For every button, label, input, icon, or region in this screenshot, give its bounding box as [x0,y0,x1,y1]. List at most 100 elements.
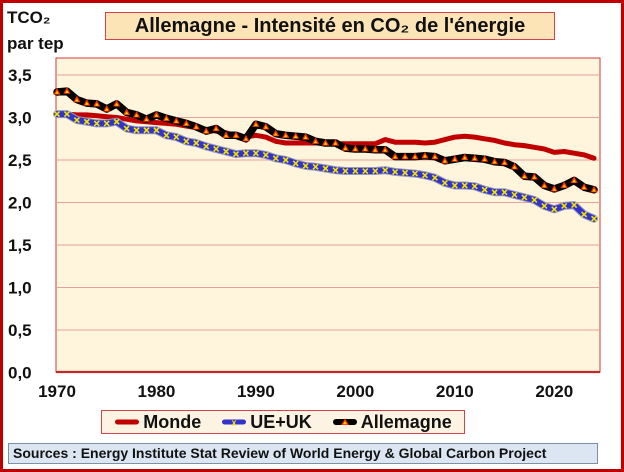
marker-stroke [183,138,190,145]
data-point-ue-uk [561,202,568,209]
marker-stroke [421,172,429,179]
marker-stroke [163,132,170,139]
marker-stroke [312,163,319,170]
marker-stroke [521,194,528,201]
x-tick-label: 1970 [38,382,76,401]
data-point-ue-uk [332,167,339,174]
marker-triangle-inner [443,159,447,163]
marker-triangle-inner [582,186,586,189]
plot-area [55,57,601,373]
data-point-ue-uk [372,167,379,175]
marker-triangle-inner [254,123,258,127]
data-point-ue-uk [143,127,150,134]
marker-stroke [203,143,210,150]
marker-triangle-inner [592,188,596,192]
data-point-allemagne [113,99,121,107]
data-point-allemagne [202,127,210,134]
marker-stroke [232,150,240,158]
marker-triangle-inner [333,141,338,145]
data-point-allemagne [212,124,220,132]
marker-stroke [213,145,220,153]
y-tick-label: 3,0 [8,109,32,128]
data-point-allemagne [361,144,369,152]
marker-stroke [382,167,389,174]
data-point-ue-uk [322,165,329,172]
marker-triangle-inner [65,89,69,93]
marker-stroke [362,167,369,175]
data-point-allemagne [282,131,290,138]
data-point-allemagne [93,99,101,107]
sources-note: Sources : Energy Institute Stat Review o… [8,443,598,464]
data-point-ue-uk [491,189,498,196]
marker-stroke [541,202,548,209]
data-point-allemagne [272,129,280,137]
marker-triangle-inner [114,102,119,106]
marker-triangle-inner [85,101,89,105]
data-point-allemagne [550,184,558,192]
y-tick-label: 2,5 [8,151,32,170]
data-point-ue-uk [392,168,399,175]
data-point-allemagne [580,183,588,190]
marker-stroke [143,127,150,134]
data-point-allemagne [500,158,509,166]
marker-stroke [262,151,269,158]
data-point-allemagne [103,105,111,112]
data-point-allemagne [481,155,489,162]
data-point-ue-uk [581,211,588,218]
data-point-allemagne [570,176,578,183]
marker-triangle-inner [55,90,59,94]
data-point-ue-uk [382,167,389,174]
data-point-allemagne [232,131,240,138]
marker-stroke [501,189,508,196]
data-point-allemagne [73,95,81,103]
marker-stroke [93,120,100,127]
data-point-ue-uk [461,182,468,189]
marker-triangle-inner [552,187,557,191]
marker-triangle-inner [244,137,248,141]
data-point-allemagne [142,115,151,122]
data-point-ue-uk [163,132,170,139]
y-tick-label: 3,5 [8,66,32,85]
legend-item-allemagne: Allemagne [332,412,452,433]
x-tick-label: 2020 [535,382,573,401]
marker-stroke [242,150,250,157]
legend-swatch-ue-uk: x [222,418,247,427]
marker-stroke [471,183,478,190]
marker-stroke [83,118,90,125]
marker-triangle-inner [343,146,348,150]
marker-triangle-inner [323,141,328,145]
marker-stroke [451,182,458,189]
marker-stroke [272,155,279,162]
legend-label-ue-uk: UE+UK [250,411,312,432]
data-point-ue-uk [242,150,250,157]
data-point-ue-uk [342,167,349,175]
data-point-ue-uk [262,151,269,158]
data-point-allemagne [441,156,449,164]
marker-stroke [123,125,130,132]
data-point-allemagne [371,145,379,153]
data-point-allemagne [401,152,409,160]
marker-stroke [292,160,299,167]
marker-triangle-inner [433,155,437,159]
data-point-ue-uk [471,183,478,190]
data-point-allemagne [311,137,320,144]
series-allemagne [53,87,598,194]
data-point-ue-uk [451,182,458,189]
data-point-ue-uk [203,143,210,150]
data-point-allemagne [321,139,330,146]
marker-stroke [63,111,71,118]
data-point-allemagne [431,152,439,160]
marker-triangle-inner [204,129,208,133]
marker-stroke [402,169,409,176]
data-point-allemagne [331,139,340,146]
marker-triangle-inner [353,147,358,151]
data-point-ue-uk [222,148,230,155]
data-point-ue-uk [541,202,548,209]
marker-triangle-inner [264,125,268,129]
marker-stroke [173,133,180,141]
marker-stroke [193,139,200,147]
marker-stroke [222,148,230,155]
data-point-ue-uk [501,189,508,196]
data-point-allemagne [351,144,359,152]
data-point-ue-uk [83,118,90,125]
